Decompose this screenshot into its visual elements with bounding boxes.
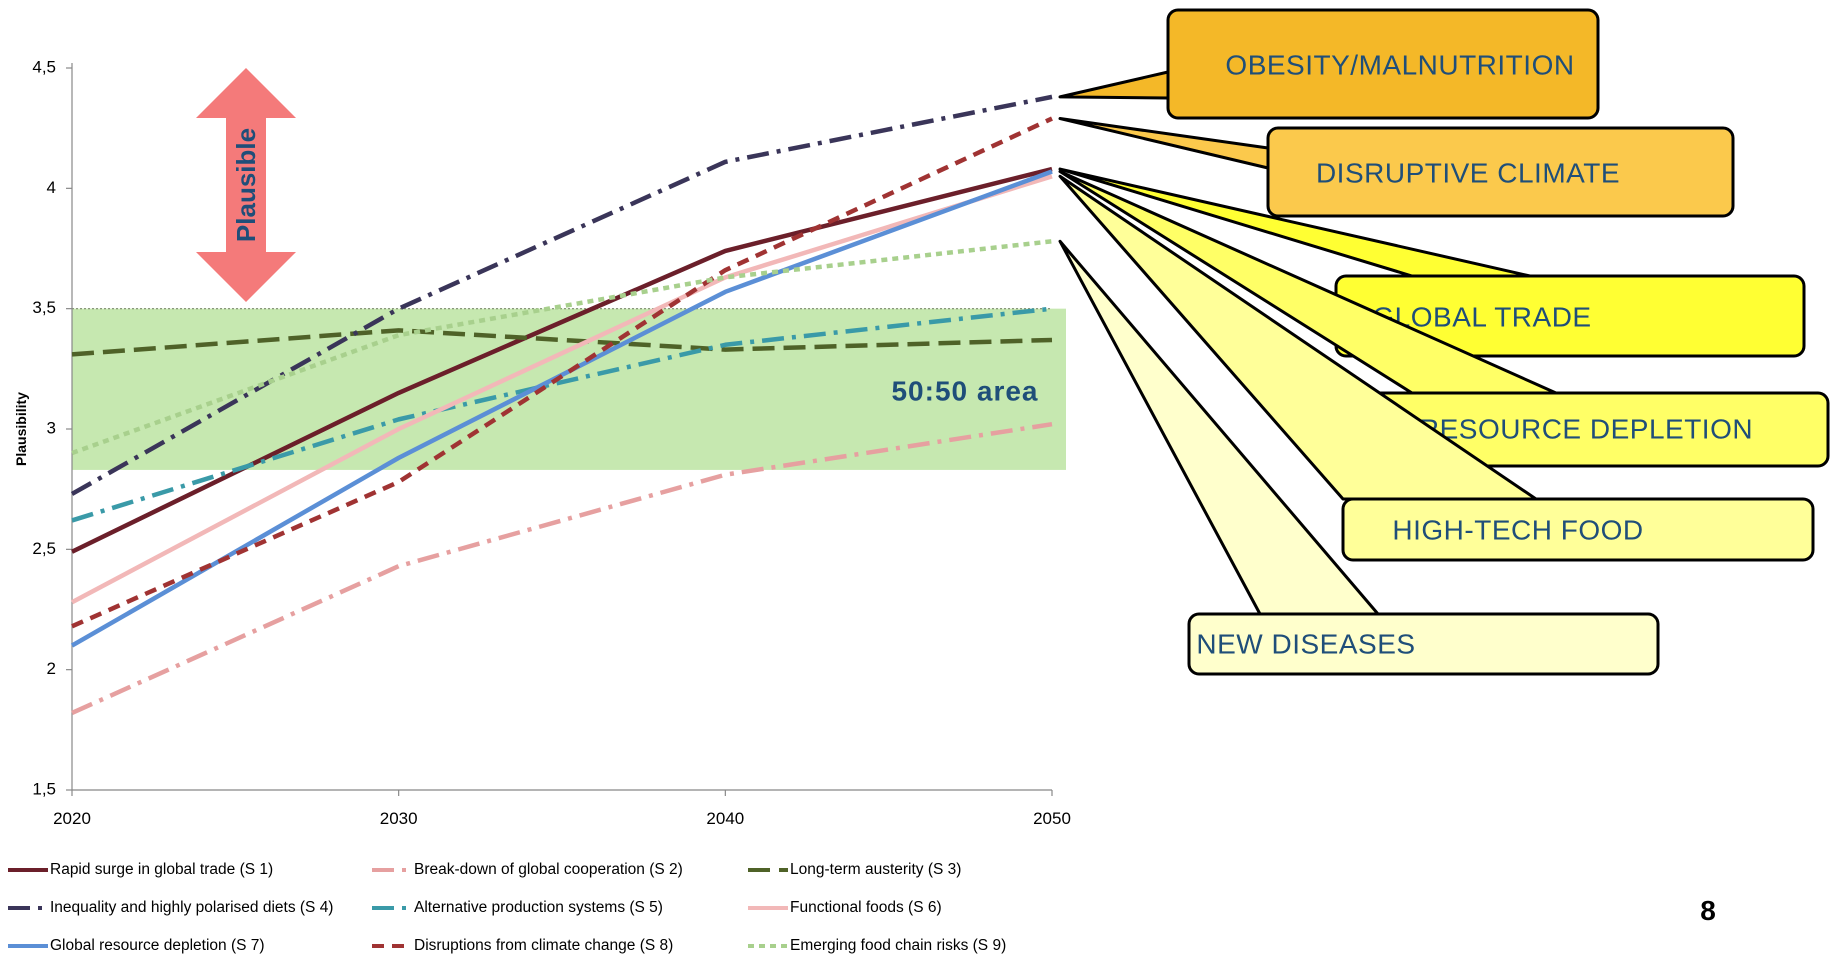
y-tick-label: 1,5 bbox=[32, 779, 56, 798]
series-line-s1 bbox=[71, 166, 1053, 554]
y-tick-label: 3 bbox=[47, 418, 56, 437]
y-tick-label: 3,5 bbox=[32, 298, 56, 317]
plausible-label: Plausible bbox=[231, 128, 261, 242]
page-number: 8 bbox=[1700, 895, 1716, 926]
callout-1: OBESITY/MALNUTRITION bbox=[1058, 8, 1600, 120]
y-tick-label: 4 bbox=[47, 178, 56, 197]
series-lines bbox=[70, 94, 1053, 716]
legend-item: Global resource depletion (S 7) bbox=[8, 937, 265, 954]
legend-item: Functional foods (S 6) bbox=[748, 899, 942, 916]
axes: 1,5 2 2,5 3 3,5 4 4,5 2020 2030 2040 2050 Plausibil… bbox=[13, 57, 1071, 828]
series-line-s7 bbox=[70, 169, 1053, 648]
x-tick-label: 2050 bbox=[1033, 809, 1071, 828]
y-tick-label: 4,5 bbox=[32, 57, 56, 76]
callout-label: DISRUPTIVE CLIMATE bbox=[1316, 157, 1620, 188]
series-line-s6 bbox=[70, 174, 1053, 605]
series-line-s3 bbox=[71, 328, 1053, 357]
series-line-s2 bbox=[71, 421, 1053, 716]
legend-label: Alternative production systems (S 5) bbox=[414, 899, 663, 916]
callout-box bbox=[1266, 126, 1735, 218]
x-tick-label: 2040 bbox=[706, 809, 744, 828]
legend-label: Functional foods (S 6) bbox=[790, 899, 942, 916]
band-label: 50:50 area bbox=[891, 375, 1038, 406]
plausible-double-arrow bbox=[196, 68, 296, 302]
legend-item: Inequality and highly polarised diets (S… bbox=[8, 899, 333, 916]
legend-label: Inequality and highly polarised diets (S… bbox=[50, 899, 333, 916]
callout-box bbox=[1341, 497, 1815, 562]
callout-6: NEW DISEASES bbox=[1058, 239, 1660, 676]
callout-box bbox=[1187, 612, 1660, 676]
series-line-s8 bbox=[71, 116, 1053, 629]
y-tick-label: 2 bbox=[47, 659, 56, 678]
callout-label: HIGH-TECH FOOD bbox=[1392, 514, 1643, 545]
legend-item: Alternative production systems (S 5) bbox=[372, 899, 663, 916]
legend-label: Emerging food chain risks (S 9) bbox=[790, 937, 1006, 954]
plausible-arrow: Plausible bbox=[196, 68, 296, 302]
legend-item: Disruptions from climate change (S 8) bbox=[372, 937, 673, 954]
callouts: OBESITY/MALNUTRITION DISRUPTIVE CLIMATEGL… bbox=[1058, 8, 1830, 676]
legend-item: Rapid surge in global trade (S 1) bbox=[8, 861, 273, 878]
x-tick-label: 2030 bbox=[380, 809, 418, 828]
callout-box bbox=[1166, 8, 1600, 120]
y-tick-label: 2,5 bbox=[32, 539, 56, 558]
callout-pointer bbox=[1058, 117, 1270, 170]
callout-3: GLOBAL TRADE bbox=[1058, 167, 1806, 358]
legend-item: Long-term austerity (S 3) bbox=[748, 861, 961, 878]
series-line-s4 bbox=[70, 94, 1053, 496]
legend-label: Long-term austerity (S 3) bbox=[790, 861, 961, 878]
callout-label: OBESITY/MALNUTRITION bbox=[1225, 49, 1574, 80]
legend-label: Rapid surge in global trade (S 1) bbox=[50, 861, 273, 878]
callout-2: DISRUPTIVE CLIMATE bbox=[1058, 117, 1735, 218]
callout-label: NEW DISEASES bbox=[1196, 628, 1415, 659]
legend-label: Disruptions from climate change (S 8) bbox=[414, 937, 673, 954]
y-axis-label: Plausibility bbox=[13, 392, 29, 466]
fifty-fifty-band: 50:50 area bbox=[72, 308, 1066, 470]
band-area bbox=[72, 308, 1066, 470]
series-line-s5 bbox=[71, 306, 1053, 523]
legend-label: Break-down of global cooperation (S 2) bbox=[414, 861, 683, 878]
x-tick-label: 2020 bbox=[53, 809, 91, 828]
legend-item: Emerging food chain risks (S 9) bbox=[748, 937, 1006, 954]
legend-label: Global resource depletion (S 7) bbox=[50, 937, 265, 954]
callout-pointer bbox=[1058, 70, 1170, 100]
legend: Rapid surge in global trade (S 1) Break-d… bbox=[8, 861, 1006, 954]
callout-5: HIGH-TECH FOOD bbox=[1058, 174, 1815, 562]
callout-label: RESOURCE DEPLETION bbox=[1419, 413, 1753, 444]
legend-item: Break-down of global cooperation (S 2) bbox=[372, 861, 683, 878]
